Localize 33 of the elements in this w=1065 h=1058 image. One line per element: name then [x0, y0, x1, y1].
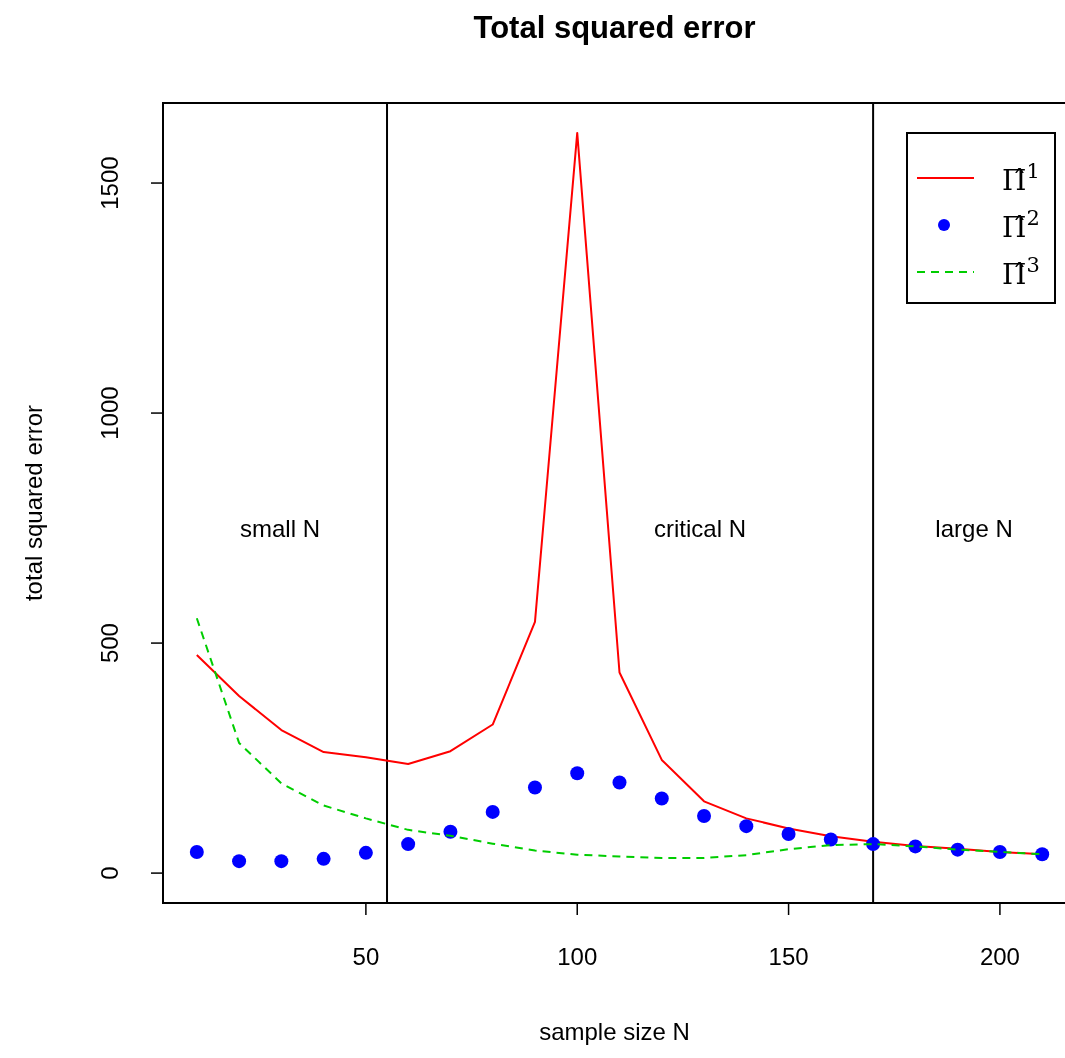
- point: [358, 845, 373, 860]
- x-axis-title: sample size N: [539, 1018, 690, 1045]
- y-tick-label: 0: [96, 866, 123, 880]
- y-axis-title: total squared error: [20, 404, 47, 602]
- point: [612, 775, 627, 790]
- x-tick-label: 50: [352, 943, 380, 970]
- point: [485, 804, 500, 819]
- point: [739, 819, 754, 834]
- legend-label: Π̂$^{2}$: [1002, 206, 1040, 244]
- point: [654, 791, 669, 806]
- x-tick-label: 100: [557, 943, 598, 970]
- chart-title: Total squared error: [473, 10, 756, 45]
- legend-label: Π̂$^{3}$: [1002, 253, 1040, 291]
- point: [274, 854, 289, 869]
- point: [1035, 847, 1050, 862]
- point: [823, 832, 838, 847]
- legend-label: Π̂$^{1}$: [1002, 159, 1040, 197]
- annotation: critical N: [654, 515, 747, 542]
- annotation: large N: [935, 515, 1013, 542]
- point: [316, 851, 331, 866]
- point: [401, 837, 416, 852]
- point: [527, 780, 542, 795]
- x-tick-label: 150: [768, 943, 809, 970]
- point: [189, 844, 204, 859]
- point: [232, 854, 247, 869]
- y-tick-label: 1500: [96, 156, 123, 210]
- point: [781, 827, 796, 841]
- y-tick-label: 1000: [96, 386, 123, 440]
- point: [697, 809, 712, 824]
- point: [570, 766, 585, 781]
- annotation: small N: [240, 515, 321, 542]
- y-tick-label: 500: [96, 623, 123, 664]
- x-tick-label: 200: [979, 943, 1020, 970]
